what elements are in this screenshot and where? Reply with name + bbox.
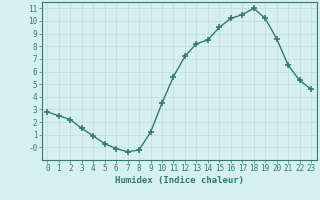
X-axis label: Humidex (Indice chaleur): Humidex (Indice chaleur) bbox=[115, 176, 244, 185]
